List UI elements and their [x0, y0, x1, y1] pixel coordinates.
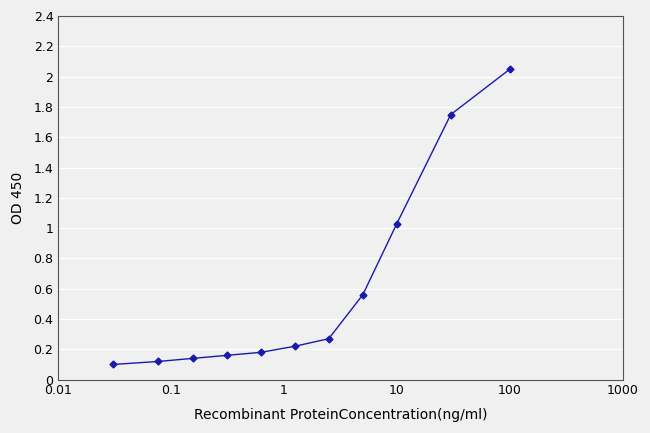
Y-axis label: OD 450: OD 450: [11, 172, 25, 224]
X-axis label: Recombinant ProteinConcentration(ng/ml): Recombinant ProteinConcentration(ng/ml): [194, 408, 487, 422]
